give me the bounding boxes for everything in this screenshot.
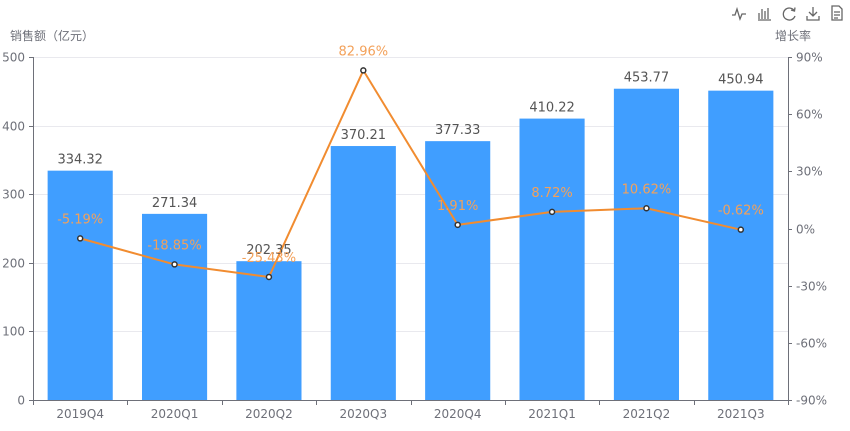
line-point[interactable] — [548, 208, 556, 216]
bar[interactable] — [519, 118, 585, 400]
bar-value-label: 370.21 — [341, 128, 387, 143]
left-axis-tick-label: 200 — [2, 257, 25, 271]
line-point[interactable] — [643, 205, 650, 212]
toolbox — [731, 4, 844, 21]
restore-icon[interactable] — [781, 5, 797, 21]
bar[interactable] — [142, 213, 208, 400]
line-point[interactable] — [360, 67, 367, 74]
x-axis-tick-label: 2020Q1 — [151, 407, 199, 421]
x-axis-tick-label: 2021Q2 — [623, 407, 671, 421]
axes: 0 100 200 300 400 500 -90% -60% -30% 0% 30% 60% 90% 2… — [2, 51, 827, 422]
download-icon[interactable] — [805, 5, 821, 21]
line-value-label: -5.19% — [57, 212, 103, 227]
left-axis-tick-label: 500 — [2, 51, 25, 65]
bar-value-label: 410.22 — [529, 101, 575, 116]
bar[interactable] — [330, 146, 396, 400]
right-axis-tick-label: -60% — [796, 337, 827, 351]
bar-series — [47, 88, 774, 401]
right-axis-tick-label: -30% — [796, 280, 827, 294]
right-axis-tick-label: 30% — [796, 165, 823, 179]
x-axis-tick-label: 2020Q3 — [340, 407, 388, 421]
line-point[interactable] — [265, 273, 273, 281]
bar-value-label: 271.34 — [152, 196, 198, 211]
line-chart-icon[interactable] — [731, 5, 747, 21]
line-value-label: -25.43% — [242, 251, 296, 266]
right-axis-tick-label: -90% — [796, 394, 827, 408]
left-axis-tick-label: 300 — [2, 188, 25, 202]
right-axis-title: 增长率 — [775, 28, 811, 43]
x-axis-tick-label: 2021Q1 — [528, 407, 576, 421]
bar[interactable] — [47, 170, 113, 400]
bar-value-label: 377.33 — [435, 123, 481, 138]
line-value-label: 10.62% — [622, 182, 672, 197]
bar[interactable] — [236, 261, 302, 400]
growth-rate-line — [79, 69, 742, 278]
bar[interactable] — [425, 141, 491, 401]
line-point[interactable] — [171, 261, 178, 268]
x-axis-tick-label: 2019Q4 — [56, 407, 104, 421]
data-labels: 334.32 271.34 202.35 370.21 377.33 410.22 453.… — [57, 44, 764, 266]
bar-value-label: 334.32 — [57, 153, 103, 168]
bar-value-label: 450.94 — [718, 73, 764, 88]
line-point[interactable] — [76, 235, 84, 242]
x-axis-tick-label: 2020Q4 — [434, 407, 482, 421]
line-value-label: -18.85% — [147, 238, 201, 253]
data-view-icon[interactable] — [830, 4, 844, 21]
line-point[interactable] — [737, 226, 745, 233]
bar-value-label: 202.35 — [246, 243, 292, 258]
right-axis-tick-label: 60% — [796, 108, 823, 122]
x-axis-tick-label: 2021Q3 — [717, 407, 765, 421]
line-value-label: 8.72% — [531, 186, 572, 201]
right-axis-tick-label: 90% — [796, 51, 823, 65]
bar-value-label: 453.77 — [624, 71, 670, 86]
bar-chart-icon[interactable] — [756, 5, 772, 21]
line-value-label: 1.91% — [437, 199, 478, 214]
line-point[interactable] — [454, 221, 461, 229]
bar[interactable] — [708, 90, 774, 401]
bar[interactable] — [613, 88, 679, 401]
line-value-label: 82.96% — [339, 44, 389, 59]
left-axis-tick-label: 0 — [17, 394, 25, 408]
left-axis-tick-label: 400 — [2, 120, 25, 134]
right-axis-tick-label: 0% — [796, 223, 815, 237]
left-axis-title: 销售额（亿元） — [10, 28, 94, 43]
x-axis-tick-label: 2020Q2 — [245, 407, 293, 421]
line-series — [76, 67, 745, 281]
line-value-label: -0.62% — [718, 204, 764, 219]
left-axis-tick-label: 100 — [2, 325, 25, 339]
